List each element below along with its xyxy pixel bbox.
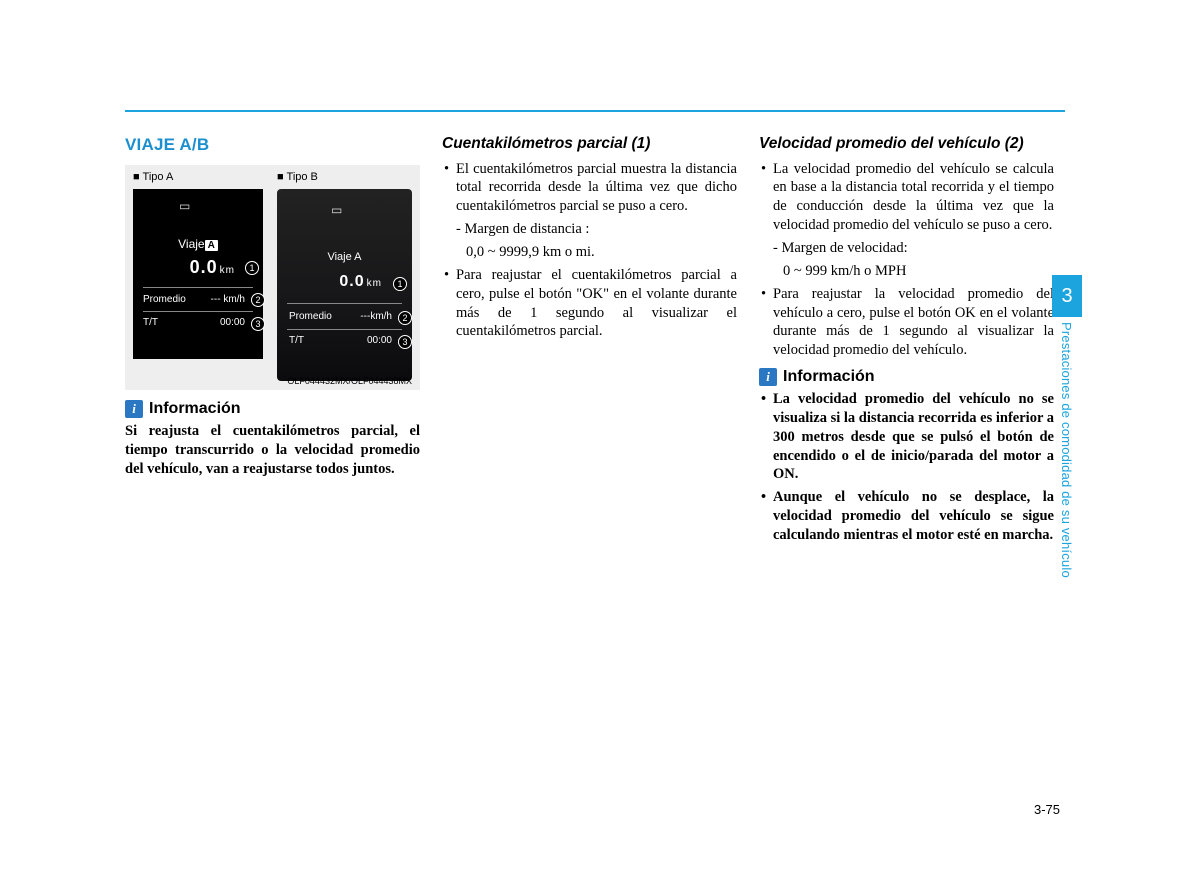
- car-icon: ▭: [331, 203, 342, 217]
- chapter-number-tab: 3: [1052, 275, 1082, 317]
- bullet-dot-icon: •: [761, 488, 766, 507]
- divider-line: [287, 303, 402, 304]
- display-screen-a: ▭ ViajeA 0.0km Promedio --- km/h: [133, 189, 263, 359]
- bullet-dot-icon: •: [761, 390, 766, 409]
- avg-row-b: Promedio ---km/h: [277, 311, 412, 322]
- side-tab: 3 Prestaciones de comodidad de su vehícu…: [1052, 275, 1082, 317]
- divider-line: [143, 311, 253, 312]
- bullet-dot-icon: •: [761, 285, 766, 304]
- page-number: 3-75: [1034, 802, 1060, 817]
- subheading-tripmeter: Cuentakilómetros parcial (1): [442, 135, 737, 154]
- trip-label-b: Viaje A: [277, 251, 412, 263]
- info-label-2: Información: [783, 368, 875, 386]
- avg-row-a: Promedio --- km/h: [133, 294, 263, 305]
- range-value-c2: 0,0 ~ 9999,9 km o mi.: [442, 243, 737, 262]
- tt-row-b: T/T 00:00: [277, 335, 412, 346]
- divider-line: [287, 329, 402, 330]
- callout-3: 3: [398, 335, 412, 349]
- info-icon: i: [759, 368, 777, 386]
- bullet-dot-icon: •: [444, 266, 449, 285]
- callout-1: 1: [245, 261, 259, 275]
- callout-2: 2: [398, 311, 412, 325]
- info-icon: i: [125, 400, 143, 418]
- page-content: VIAJE A/B ■ Tipo A ■ Tipo B ▭ ViajeA 0.0…: [125, 135, 1065, 780]
- callout-2: 2: [251, 293, 265, 307]
- figure-label-tipo-b: ■ Tipo B: [277, 171, 318, 183]
- bullet-dot-icon: •: [761, 160, 766, 179]
- column-1: VIAJE A/B ■ Tipo A ■ Tipo B ▭ ViajeA 0.0…: [125, 135, 420, 549]
- bullet-c2-1: • El cuentakilómetros parcial muestra la…: [442, 160, 737, 217]
- range-value-c3: 0 ~ 999 km/h o MPH: [759, 262, 1054, 281]
- callout-1: 1: [393, 277, 407, 291]
- info-label: Información: [149, 400, 241, 418]
- info-bullet-c3-2: • Aunque el vehículo no se desplace, la …: [759, 488, 1054, 545]
- distance-value-a: 0.0km: [133, 257, 263, 278]
- bullet-c3-1: • La velocidad promedio del vehículo se …: [759, 160, 1054, 235]
- column-2: Cuentakilómetros parcial (1) • El cuenta…: [442, 135, 737, 549]
- info-bullet-c3-1: • La velocidad promedio del vehículo no …: [759, 390, 1054, 484]
- display-screen-b: ▭ Viaje A 0.0km Promedio ---km/h T/T: [277, 189, 412, 381]
- bullet-c2-2: • Para reajustar el cuentakilómetros par…: [442, 266, 737, 341]
- info-heading-1: i Información: [125, 400, 420, 418]
- columns-layout: VIAJE A/B ■ Tipo A ■ Tipo B ▭ ViajeA 0.0…: [125, 135, 1065, 549]
- distance-value-b: 0.0km: [277, 273, 412, 291]
- tt-row-a: T/T 00:00: [133, 317, 263, 328]
- figure-label-tipo-a: ■ Tipo A: [133, 171, 173, 183]
- range-label-c2: - Margen de distancia :: [442, 220, 737, 239]
- range-label-c3: - Margen de velocidad:: [759, 239, 1054, 258]
- trip-figure: ■ Tipo A ■ Tipo B ▭ ViajeA 0.0km Promed: [125, 165, 420, 390]
- info-heading-2: i Información: [759, 368, 1054, 386]
- figure-code: OLF044432MX/OLF044438MX: [287, 376, 412, 386]
- bullet-c3-2: • Para reajustar la velocidad promedio d…: [759, 285, 1054, 360]
- car-icon: ▭: [179, 199, 190, 213]
- bullet-dot-icon: •: [444, 160, 449, 179]
- trip-label-a: ViajeA: [133, 237, 263, 251]
- trip-badge-a: A: [205, 240, 218, 251]
- divider-line: [143, 287, 253, 288]
- trip-prefix: Viaje: [178, 237, 204, 251]
- section-title: VIAJE A/B: [125, 135, 420, 155]
- top-rule: [125, 110, 1065, 112]
- callout-3: 3: [251, 317, 265, 331]
- info-text-1: Si reajusta el cuentakilómetros parcial,…: [125, 422, 420, 479]
- side-chapter-title: Prestaciones de comodidad de su vehículo: [1059, 322, 1074, 578]
- subheading-avgspeed: Velocidad promedio del vehículo (2): [759, 135, 1054, 154]
- column-3: Velocidad promedio del vehículo (2) • La…: [759, 135, 1054, 549]
